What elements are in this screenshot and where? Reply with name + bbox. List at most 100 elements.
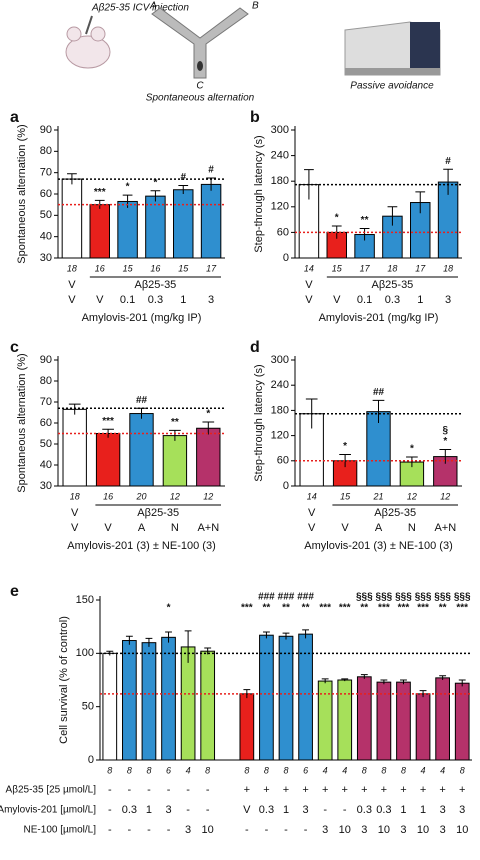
- row-cell: +: [263, 784, 269, 796]
- n-label: 20: [135, 491, 146, 501]
- row-cell: -: [206, 784, 210, 796]
- n-label: 15: [332, 263, 343, 273]
- row-cell: +: [322, 784, 328, 796]
- n-label: 6: [303, 765, 308, 775]
- dark-compartment: [410, 22, 440, 75]
- n-label: 16: [103, 491, 113, 501]
- n-label: 15: [340, 491, 351, 501]
- row-cell: 1: [420, 804, 426, 816]
- maze-mouse: [197, 61, 203, 71]
- row-cell: 1: [146, 804, 152, 816]
- significance: §§§: [356, 592, 373, 603]
- y-tick-label: 60: [277, 226, 289, 238]
- significance: **: [439, 603, 447, 614]
- error-bar: [321, 678, 329, 684]
- error-bar: [125, 635, 133, 645]
- y-tick-label: 70: [40, 167, 52, 179]
- significance: *: [167, 603, 171, 614]
- row-cell: 3: [440, 804, 446, 816]
- row-cell: -: [323, 804, 327, 816]
- panel-letter: c: [10, 339, 19, 356]
- y-tick-label: 150: [76, 594, 94, 606]
- x-tick-label: A: [375, 522, 383, 534]
- n-label: 8: [362, 765, 367, 775]
- row-cell: -: [186, 784, 190, 796]
- bar: [454, 682, 470, 761]
- n-label: 4: [323, 765, 328, 775]
- mouse-body: [65, 35, 111, 69]
- row-cell: 3: [185, 824, 191, 836]
- row-cell: -: [186, 804, 190, 816]
- significance: **: [171, 417, 179, 428]
- row-label: NE-100 [µmol/L]: [24, 825, 97, 836]
- n-label: 8: [205, 765, 210, 775]
- group-label: V: [71, 507, 79, 519]
- row-cell: 3: [400, 824, 406, 836]
- n-label: 12: [407, 491, 417, 501]
- bar: [239, 693, 255, 761]
- row-cell: -: [128, 824, 132, 836]
- bar: [196, 427, 221, 487]
- y-tick-label: 30: [40, 252, 52, 264]
- bar: [62, 408, 87, 487]
- row-cell: -: [128, 784, 132, 796]
- row-cell: +: [400, 784, 406, 796]
- group-label: V: [68, 279, 76, 291]
- significance: ***: [398, 603, 410, 614]
- y-axis-label: Spontaneous alternation (%): [16, 124, 28, 263]
- row-label: Aβ25-35 [25 µmol/L]: [6, 785, 97, 796]
- error-bar: [145, 637, 153, 647]
- row-cell: 3: [303, 804, 309, 816]
- panel-letter: b: [250, 109, 260, 126]
- x-tick-label: V: [71, 522, 79, 534]
- n-label: 12: [440, 491, 450, 501]
- significance: ***: [319, 603, 331, 614]
- n-label: 12: [170, 491, 180, 501]
- significance: ##: [136, 395, 148, 406]
- bar: [122, 640, 137, 761]
- bar: [317, 680, 333, 761]
- n-label: 18: [70, 491, 80, 501]
- bar: [61, 178, 83, 259]
- n-label: 8: [381, 765, 386, 775]
- grid-floor: [345, 68, 440, 75]
- bar: [89, 204, 110, 259]
- row-cell: -: [108, 824, 112, 836]
- row-cell: 3: [361, 824, 367, 836]
- x-tick-label: A+N: [197, 522, 219, 534]
- bar: [102, 652, 118, 761]
- significance: **: [263, 603, 271, 614]
- n-label: 14: [307, 491, 317, 501]
- illustration: Aβ25-35 ICV injection A B C Spontaneous …: [65, 1, 441, 104]
- row-cell: 0.3: [376, 804, 391, 816]
- y-tick-label: 100: [76, 647, 94, 659]
- error-bar: [262, 631, 270, 639]
- n-label: 17: [360, 263, 371, 273]
- error-bar: [282, 632, 290, 640]
- row-cell: 1: [283, 804, 289, 816]
- group-label: Aβ25-35: [137, 507, 179, 519]
- significance: §§§: [376, 592, 393, 603]
- significance: ##: [373, 387, 385, 398]
- row-cell: 3: [440, 824, 446, 836]
- error-bar: [380, 679, 388, 685]
- significance: *: [443, 436, 447, 447]
- panel-letter: d: [250, 339, 260, 356]
- n-label: 15: [178, 263, 189, 273]
- significance: **: [361, 215, 369, 226]
- row-cell: -: [147, 784, 151, 796]
- x-tick-label: V: [341, 522, 349, 534]
- group-label: Aβ25-35: [372, 279, 414, 291]
- bar: [162, 435, 188, 487]
- significance: **: [282, 603, 290, 614]
- row-cell: 10: [202, 824, 214, 836]
- x-tick-label: V: [308, 522, 316, 534]
- x-tick-label: 1: [417, 294, 423, 306]
- injection-label: Aβ25-35 ICV injection: [91, 3, 189, 14]
- significance: §§§: [415, 592, 432, 603]
- x-tick-label: 0.3: [148, 294, 163, 306]
- n-label: 17: [206, 263, 217, 273]
- y-tick-label: 240: [271, 150, 289, 162]
- x-axis-label: Amylovis-201 (3) ± NE-100 (3): [67, 540, 215, 552]
